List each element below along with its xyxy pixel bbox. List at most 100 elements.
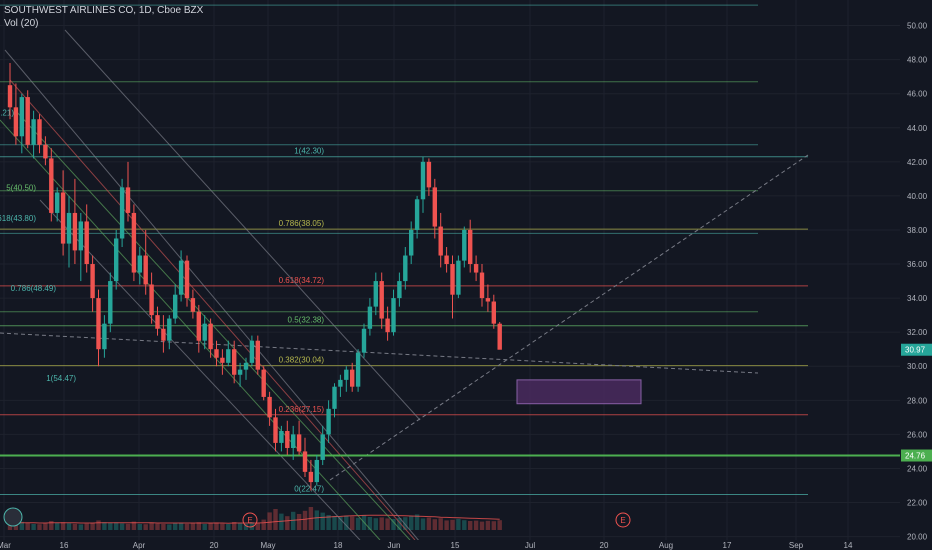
fib-level-label-1: 0.786(38.05) (279, 219, 325, 228)
candle-body-24 (149, 284, 154, 316)
fib-left-label-1: .618(43.80) (0, 214, 36, 223)
candle-body-74 (444, 255, 449, 265)
volume-bar-83 (497, 520, 502, 530)
candle-body-65 (391, 298, 396, 333)
volume-bar-27 (167, 524, 172, 530)
candle-body-45 (273, 417, 278, 443)
volume-bar-59 (355, 517, 361, 530)
candle-body-60 (361, 328, 367, 353)
candle-body-4 (31, 119, 36, 145)
fib-left-label-0: 5(40.50) (6, 183, 36, 192)
time-tick-label-2: Apr (133, 541, 146, 550)
price-tick-label-2: 24.00 (907, 464, 928, 473)
volume-bar-30 (184, 523, 190, 530)
volume-bar-20 (125, 523, 131, 530)
candle-body-34 (208, 323, 213, 350)
price-tick-label-13: 46.00 (907, 90, 928, 99)
time-tick-label-1: 16 (60, 541, 69, 550)
pitchfork-line-3 (64, 29, 421, 421)
volume-bar-46 (279, 513, 284, 530)
candle-body-50 (302, 451, 308, 472)
pitchfork-line-5 (39, 199, 361, 541)
volume-bar-3 (25, 523, 30, 530)
price-tick-label-12: 44.00 (907, 124, 928, 133)
candle-body-55 (332, 386, 337, 409)
volume-bar-79 (473, 520, 479, 530)
candle-body-3 (25, 97, 30, 145)
candle-body-12 (78, 221, 83, 251)
price-tick-label-4: 28.00 (907, 396, 928, 405)
earnings-marker-circle-1 (615, 512, 631, 528)
last-price-badge (901, 343, 932, 356)
candle-body-44 (267, 396, 272, 418)
candle-body-63 (379, 281, 384, 319)
candle-body-29 (178, 260, 184, 295)
volume-indicator-label[interactable]: Vol (20) (4, 18, 39, 29)
volume-bar-61 (367, 517, 373, 530)
volume-bar-80 (479, 521, 485, 530)
time-tick-label-6: Jun (388, 541, 401, 550)
volume-bar-9 (60, 522, 66, 530)
volume-bar-54 (326, 515, 331, 530)
candle-body-80 (479, 272, 485, 299)
price-tick-label-10: 40.00 (907, 192, 928, 201)
volume-bar-77 (462, 520, 467, 530)
volume-bar-73 (438, 518, 443, 530)
volume-bar-2 (19, 521, 24, 530)
candle-body-22 (137, 255, 142, 273)
candle-body-68 (409, 229, 414, 256)
candle-body-15 (96, 298, 101, 350)
candle-body-17 (108, 281, 113, 324)
last-price-label: 30.97 (905, 346, 926, 355)
volume-bar-39 (237, 523, 243, 530)
time-tick-label-8: Jul (525, 541, 535, 550)
support-price-label: 24.76 (905, 452, 926, 461)
candle-body-54 (326, 408, 331, 435)
price-tick-label-15: 50.00 (907, 22, 928, 31)
candle-body-37 (226, 349, 231, 363)
candle-body-7 (49, 158, 54, 213)
volume-bar-57 (344, 515, 349, 530)
candle-body-62 (373, 281, 378, 307)
price-tick-label-3: 26.00 (907, 430, 928, 439)
volume-bar-65 (391, 519, 396, 530)
fib-level-label-0: 1(42.30) (294, 147, 324, 156)
candle-body-27 (167, 318, 172, 341)
candle-body-52 (314, 459, 319, 483)
fib-left-label-3: 1(54.47) (46, 374, 76, 383)
volume-bar-12 (78, 524, 83, 530)
volume-bar-29 (178, 522, 184, 530)
candle-body-79 (473, 264, 479, 273)
trend-dashed-line (329, 154, 809, 481)
volume-bar-67 (403, 517, 408, 530)
candle-body-25 (155, 315, 160, 329)
candle-body-19 (119, 187, 125, 239)
candle-body-82 (491, 301, 496, 324)
time-axis-background (0, 540, 932, 550)
candle-body-9 (60, 192, 66, 244)
volume-bar-36 (220, 523, 225, 530)
candle-body-67 (403, 255, 408, 282)
candle-body-48 (291, 434, 296, 449)
candle-body-41 (249, 340, 255, 363)
volume-bar-71 (426, 517, 432, 530)
candle-body-31 (190, 298, 196, 312)
candle-body-38 (232, 349, 237, 375)
price-tick-label-7: 34.00 (907, 294, 928, 303)
price-tick-label-0: 20.00 (907, 533, 928, 542)
candle-body-81 (485, 298, 491, 302)
candle-body-83 (497, 323, 502, 350)
fib-level-label-4: 0.382(30.04) (279, 356, 325, 365)
candle-body-43 (261, 369, 266, 397)
volume-bar-41 (249, 522, 255, 530)
volume-bar-26 (161, 524, 166, 530)
candle-body-53 (320, 434, 325, 460)
volume-bar-8 (55, 522, 60, 530)
volume-bar-42 (255, 522, 260, 530)
candle-body-42 (255, 340, 260, 370)
volume-bar-15 (96, 520, 101, 530)
volume-bar-34 (208, 523, 213, 530)
volume-bar-70 (420, 518, 426, 530)
symbol-title[interactable]: SOUTHWEST AIRLINES CO, 1D, Cboe BZX (4, 5, 204, 16)
